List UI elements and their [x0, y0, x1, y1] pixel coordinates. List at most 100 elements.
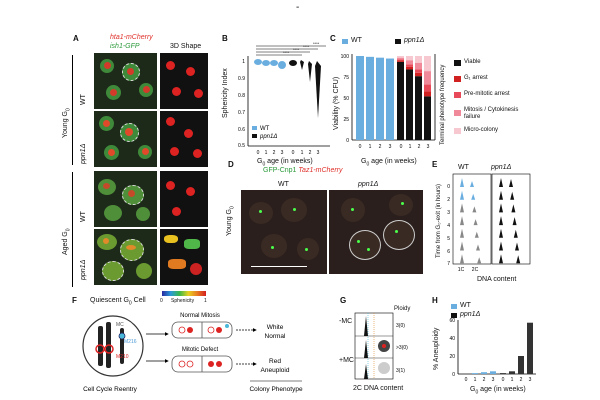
c-xtick-6: 2: [418, 144, 421, 150]
h-bar-ppn1-2: [518, 356, 524, 374]
h-xtick-0: 0: [465, 377, 468, 383]
c-xtick-4: 0: [400, 144, 403, 150]
c-bar-ppn1-1-s5: [406, 56, 413, 61]
e-row-0: 0: [447, 184, 450, 190]
c-bar-ppn1-0-s4: [397, 57, 404, 60]
e-hist-ppn1-5: [493, 241, 529, 251]
h-xtick-5: 1: [511, 377, 514, 383]
panel-f-schematic: MC M216 M210 Normal Mitosis Mitotic Defe…: [82, 313, 303, 393]
panel-c-ylabel-right: Terminal phenotype frequency: [440, 64, 446, 145]
c-bar-wt-2: [376, 57, 384, 140]
h-bar-wt-1: [472, 373, 478, 374]
ytick-0.6: 0.6: [238, 127, 245, 133]
f-normal-title: Normal Mitosis: [180, 313, 220, 319]
c-ytick-100: 100: [341, 54, 350, 60]
panel-a-legend-red: hta1-mCherry: [110, 34, 153, 41]
h-bar-ppn1-3: [527, 322, 533, 374]
e-hist-wt-5: [454, 241, 490, 251]
panel-e-histograms: 0 2 3 4 5 6 7 1C 2C: [447, 173, 531, 273]
panel-e-letter: E: [432, 160, 438, 169]
c-bar-wt-3: [386, 58, 394, 140]
c-xtick-2: 2: [379, 144, 382, 150]
panel-h-aneuploidy-chart: 60 40 20 0 0 1 2 3 0 1 2 3: [449, 318, 536, 383]
legend-c-wt-swatch: [342, 39, 348, 44]
micrograph-d-ppn1: [329, 190, 423, 274]
c-xtick-3: 3: [389, 144, 392, 150]
h-ytick-60: 60: [449, 318, 455, 324]
e-hist-ppn1-4: [493, 228, 529, 238]
c-bar-ppn1-1-s3: [406, 64, 413, 67]
panel-h-ylabel: % Aneuploidy: [433, 327, 440, 370]
micrograph-aged-wt-3d: [160, 171, 208, 227]
h-ytick-20: 20: [449, 354, 455, 360]
f-bottom-left: Cell Cycle Reentry: [83, 386, 138, 393]
panel-c-ylabel: Viability (% CFU): [333, 76, 340, 130]
panel-a-group-young: Young G0: [62, 108, 72, 138]
panel-b-letter: B: [222, 34, 228, 43]
c-bar-ppn1-0-s1: [397, 61, 404, 140]
c-ytick-75: 75: [343, 75, 349, 81]
micrograph-aged-ppn1-3d: [160, 229, 208, 285]
e-xtick-2c: 2C: [472, 267, 479, 273]
panel-g-histograms: 3(0) >3(0) 3(1): [354, 312, 408, 380]
xtick-b-7: 3: [317, 150, 320, 156]
phenotype-premitotic-swatch: [454, 92, 461, 98]
legend-b-wt: WT: [260, 126, 270, 132]
panel-e-ylabel: Time from G₀-exit (in hours): [436, 184, 442, 258]
panel-g-row-plus: +MC: [339, 357, 354, 364]
e-hist-ppn1-6: [493, 254, 529, 264]
e-hist-wt-4: [454, 228, 490, 238]
xtick-b-5: 1: [301, 150, 304, 156]
c-bar-ppn1-3-s5: [424, 56, 431, 72]
c-ytick-0: 0: [346, 138, 349, 144]
panel-c-letter: C: [330, 34, 336, 43]
sig-3: ****: [293, 47, 300, 52]
xtick-b-2: 2: [273, 150, 276, 156]
panel-a-group-aged: Aged G0: [62, 228, 72, 255]
c-ytick-25: 25: [343, 117, 349, 123]
ytick-0.8: 0.8: [238, 93, 245, 99]
e-hist-wt-1: [454, 190, 490, 200]
micrograph-aged-wt-fluor: [94, 171, 157, 227]
panel-a-row-ppn2: ppn1Δ: [80, 259, 87, 280]
panel-c-viability-chart: 100 75 50 25 0 0 1 2 3 0 1 2 3: [341, 54, 436, 150]
panel-a-col-title: 3D Shape: [170, 43, 202, 50]
panel-b-ylabel: Sphericity Index: [222, 68, 229, 118]
ytick-1: 1: [242, 59, 245, 65]
c-bar-wt-0: [356, 56, 364, 140]
phenotype-g1: G₁ arrest: [464, 75, 488, 81]
panel-e-col-ppn1: ppn1Δ: [491, 164, 512, 171]
e-hist-ppn1-3: [493, 216, 529, 226]
panel-b-significance-bars: [256, 45, 326, 56]
h-ytick-40: 40: [449, 336, 455, 342]
e-hist-wt-6: [454, 254, 490, 264]
f-white: White: [267, 324, 284, 331]
h-xtick-3: 3: [492, 377, 495, 383]
legend-c-wt: WT: [351, 37, 362, 44]
h-xtick-1: 1: [474, 377, 477, 383]
phenotype-premitotic: Pre-mitotic arrest: [464, 91, 510, 97]
c-bar-ppn1-2-s2: [415, 72, 422, 77]
panel-b-xlabel: G0 age (in weeks): [257, 158, 313, 168]
e-hist-ppn1-0: [493, 178, 529, 187]
e-hist-wt-3: [454, 216, 490, 226]
e-hist-ppn1-2: [493, 203, 529, 213]
c-bar-ppn1-1-s1: [406, 69, 413, 140]
phenotype-microcolony-swatch: [454, 128, 461, 134]
panel-d-title: GFP-Cnp1 Taz1-mCherry: [263, 167, 343, 174]
legend-h-ppn1: ppn1Δ: [460, 311, 481, 318]
colorbar-label: Sphenicity: [171, 298, 195, 304]
g-ploidy-2: 3(1): [396, 368, 405, 374]
xtick-b-3: 3: [281, 150, 284, 156]
micrograph-young-ppn1-3d: [160, 111, 208, 167]
nucleus-outline: [82, 315, 144, 377]
c-bar-ppn1-3-s4: [424, 71, 431, 85]
h-bar-ppn1-1: [509, 371, 515, 374]
c-xtick-0: 0: [359, 144, 362, 150]
g-ploidy-1: >3(0): [396, 345, 408, 351]
c-xtick-1: 1: [369, 144, 372, 150]
c-bar-ppn1-2-s4: [415, 62, 422, 70]
h-bar-wt-3: [490, 371, 496, 374]
violin-wt-2: [270, 60, 278, 66]
h-bar-ppn1-0: [500, 373, 506, 374]
